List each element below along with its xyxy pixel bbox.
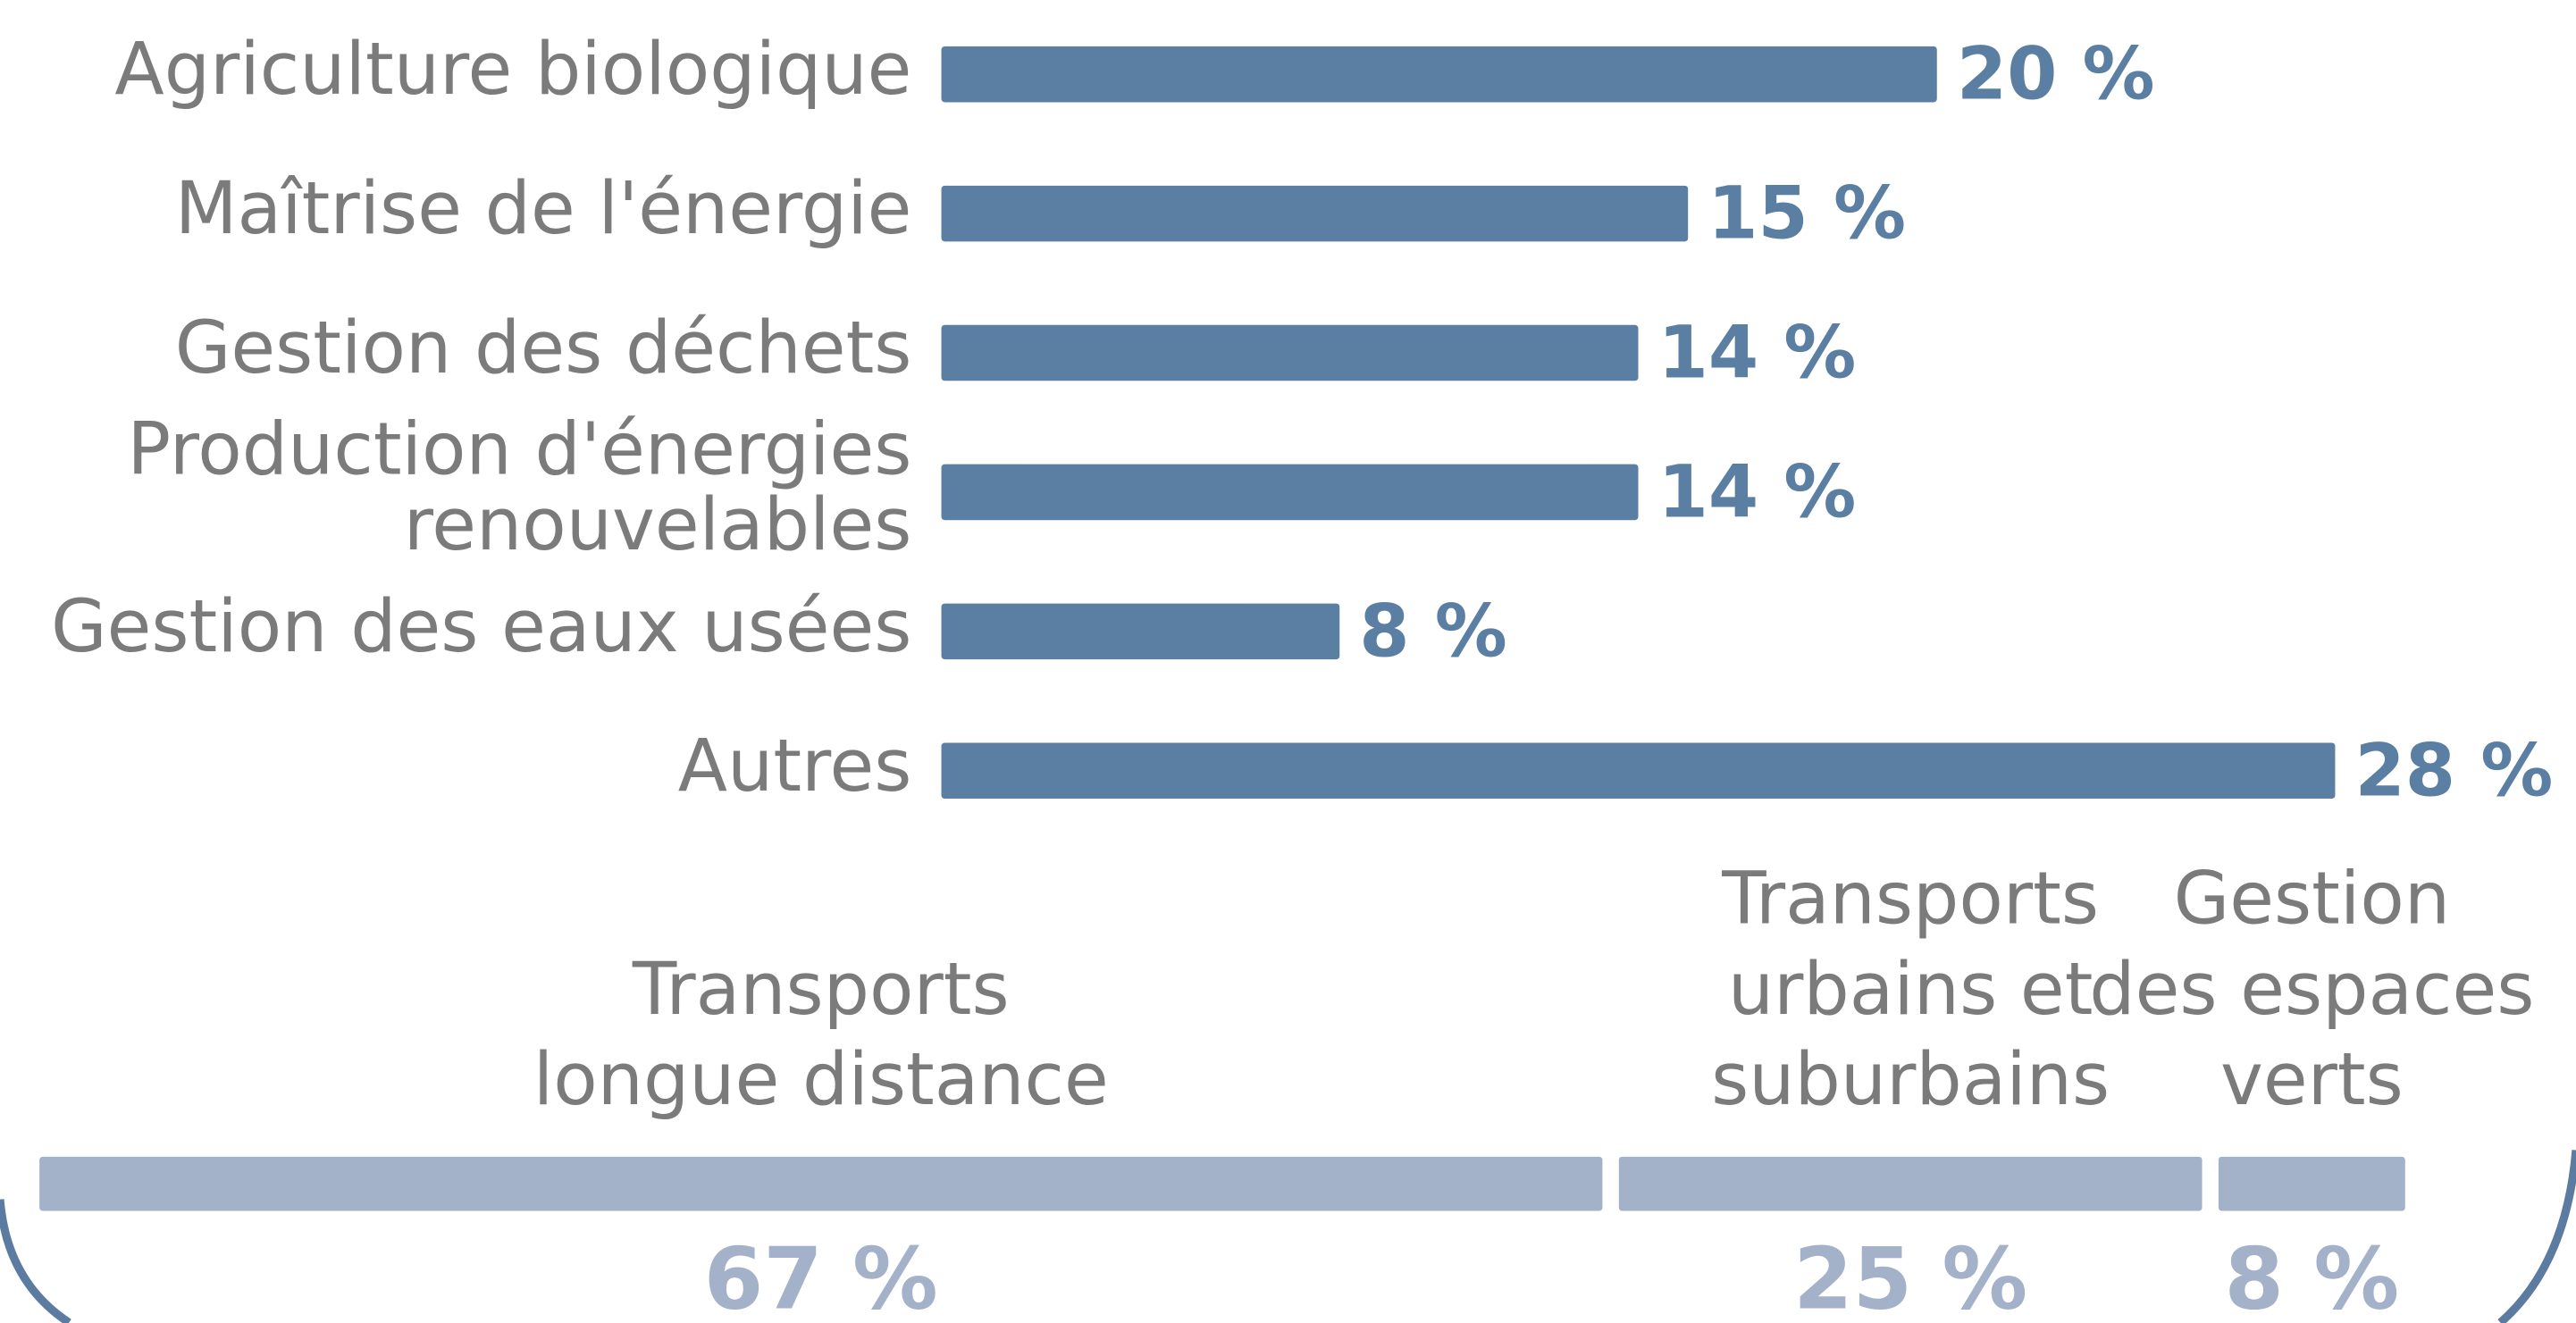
value-label: 25 % xyxy=(1793,1229,2027,1323)
segment-label: Transports longue distance xyxy=(533,948,1109,1122)
segment-label: Gestion des espaces verts xyxy=(2089,858,2534,1122)
bar xyxy=(941,464,1639,521)
value-label: 8 % xyxy=(1359,590,1507,674)
value-label: 67 % xyxy=(704,1229,938,1323)
value-label: 8 % xyxy=(2225,1229,2400,1323)
category-label: Production d'énergies renouvelables xyxy=(127,408,911,568)
frame-corner xyxy=(0,1199,71,1323)
frame-corner xyxy=(2497,1150,2576,1323)
category-label: Gestion des déchets xyxy=(175,306,912,390)
value-label: 28 % xyxy=(2355,729,2554,813)
category-label: Gestion des eaux usées xyxy=(51,585,912,669)
bar-segment xyxy=(2218,1156,2405,1211)
bar xyxy=(941,742,2336,800)
category-label: Maîtrise de l'énergie xyxy=(175,167,912,251)
category-label: Autres xyxy=(678,724,912,808)
bar-segment xyxy=(1618,1156,2203,1211)
value-label: 14 % xyxy=(1658,312,1857,396)
bar xyxy=(941,46,1937,103)
bar xyxy=(941,185,1689,242)
value-label: 20 % xyxy=(1957,33,2155,117)
category-label: Agriculture biologique xyxy=(114,28,911,112)
value-label: 15 % xyxy=(1708,172,1906,256)
segment-label: Transports urbains et suburbains xyxy=(1711,858,2110,1122)
value-label: 14 % xyxy=(1658,450,1857,534)
bar xyxy=(941,603,1340,660)
bar-segment xyxy=(39,1156,1603,1211)
bar xyxy=(941,324,1639,381)
